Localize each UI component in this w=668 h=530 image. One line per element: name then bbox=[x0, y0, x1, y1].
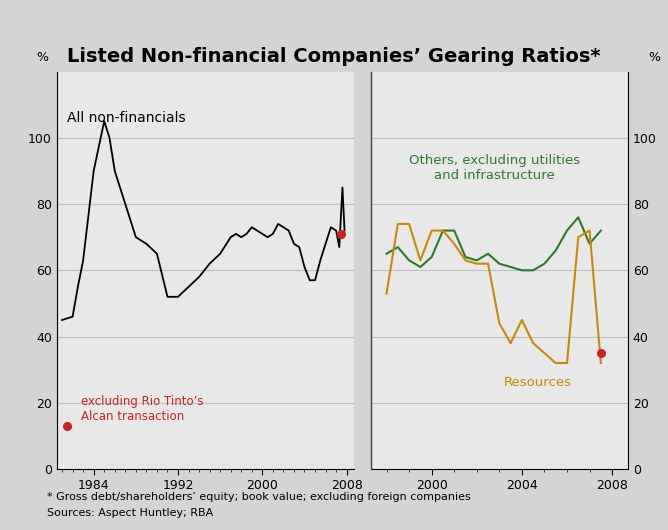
Text: %: % bbox=[36, 50, 48, 64]
Text: Listed Non-financial Companies’ Gearing Ratios*: Listed Non-financial Companies’ Gearing … bbox=[67, 47, 601, 66]
Text: Others, excluding utilities
and infrastructure: Others, excluding utilities and infrastr… bbox=[409, 154, 580, 182]
Text: Sources: Aspect Huntley; RBA: Sources: Aspect Huntley; RBA bbox=[47, 508, 213, 518]
Text: %: % bbox=[649, 50, 661, 64]
Text: * Gross debt/shareholders’ equity; book value; excluding foreign companies: * Gross debt/shareholders’ equity; book … bbox=[47, 492, 470, 502]
Text: excluding Rio Tinto’s
Alcan transaction: excluding Rio Tinto’s Alcan transaction bbox=[81, 395, 204, 423]
Text: All non-financials: All non-financials bbox=[67, 111, 186, 125]
Text: Resources: Resources bbox=[504, 376, 572, 390]
